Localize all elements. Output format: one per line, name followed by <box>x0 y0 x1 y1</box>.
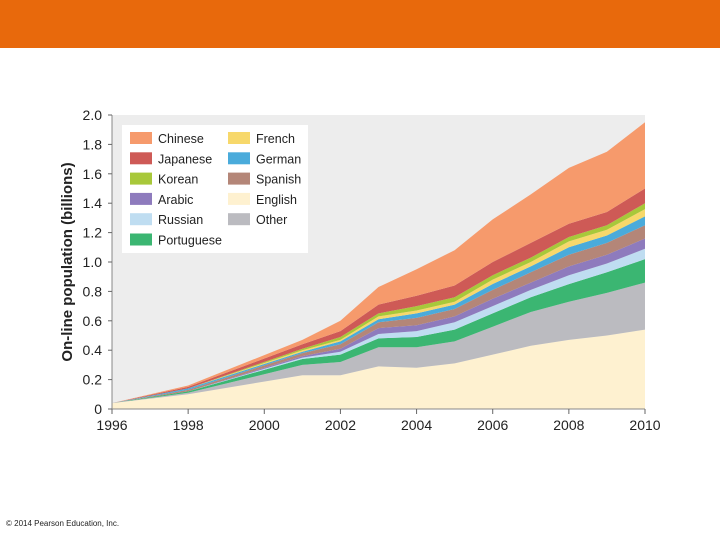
legend-swatch-russian <box>130 213 152 226</box>
y-tick-label: 2.0 <box>83 107 103 123</box>
legend-box <box>122 125 308 253</box>
legend-swatch-french <box>228 132 250 144</box>
legend-swatch-korean <box>130 172 152 185</box>
legend-label-spanish: Spanish <box>256 173 301 187</box>
legend-swatch-arabic <box>130 192 152 205</box>
legend-label-other: Other <box>256 213 287 227</box>
title-bar <box>0 0 720 48</box>
legend-swatch-spanish <box>228 172 250 185</box>
y-tick-label: 0.8 <box>83 283 103 299</box>
y-tick-label: 0.2 <box>83 372 103 388</box>
legend-label-korean: Korean <box>158 173 198 187</box>
area-english <box>112 329 645 409</box>
x-tick-label: 2010 <box>629 417 660 433</box>
chart-container: 0 0.2 0.4 0.6 0.8 1.0 1.2 1.4 1.6 1.8 2.0 1996 1998 2… <box>50 100 670 440</box>
legend-label-russian: Russian <box>158 213 203 227</box>
x-tick-label: 1996 <box>96 417 127 433</box>
legend-label-japanese: Japanese <box>158 152 212 166</box>
legend-swatch-other <box>228 213 250 226</box>
y-tick-label: 0 <box>94 401 102 417</box>
x-tick-label: 2006 <box>477 417 508 433</box>
x-tick-label: 2004 <box>401 417 432 433</box>
area-chart: 0 0.2 0.4 0.6 0.8 1.0 1.2 1.4 1.6 1.8 2.0 1996 1998 2… <box>59 107 661 433</box>
y-tick-label: 0.6 <box>83 313 103 329</box>
x-tick-label: 2002 <box>325 417 356 433</box>
legend-swatch-japanese <box>130 152 152 165</box>
legend-swatch-english <box>228 192 250 205</box>
y-tick-label: 1.0 <box>83 254 103 270</box>
y-tick-label: 0.4 <box>83 342 103 358</box>
x-tick-label: 1998 <box>173 417 204 433</box>
legend-label-french: French <box>256 132 295 146</box>
legend-swatch-portuguese <box>130 233 152 246</box>
legend-swatch-chinese <box>130 132 152 144</box>
y-tick-label: 1.8 <box>83 136 103 152</box>
x-tick-label: 2008 <box>553 417 584 433</box>
legend-label-chinese: Chinese <box>158 132 204 146</box>
x-tick-label: 2000 <box>249 417 280 433</box>
y-axis-title: On-line population (billions) <box>59 162 76 361</box>
legend-label-arabic: Arabic <box>158 193 193 207</box>
y-tick-label: 1.4 <box>83 195 103 211</box>
legend-label-portuguese: Portuguese <box>158 234 222 248</box>
legend-label-german: German <box>256 152 301 166</box>
area-other <box>112 282 645 404</box>
y-tick-label: 1.2 <box>83 225 103 241</box>
legend-swatch-german <box>228 152 250 165</box>
copyright-notice: © 2014 Pearson Education, Inc. <box>6 519 120 528</box>
legend-label-english: English <box>256 193 297 207</box>
y-tick-label: 1.6 <box>83 166 103 182</box>
